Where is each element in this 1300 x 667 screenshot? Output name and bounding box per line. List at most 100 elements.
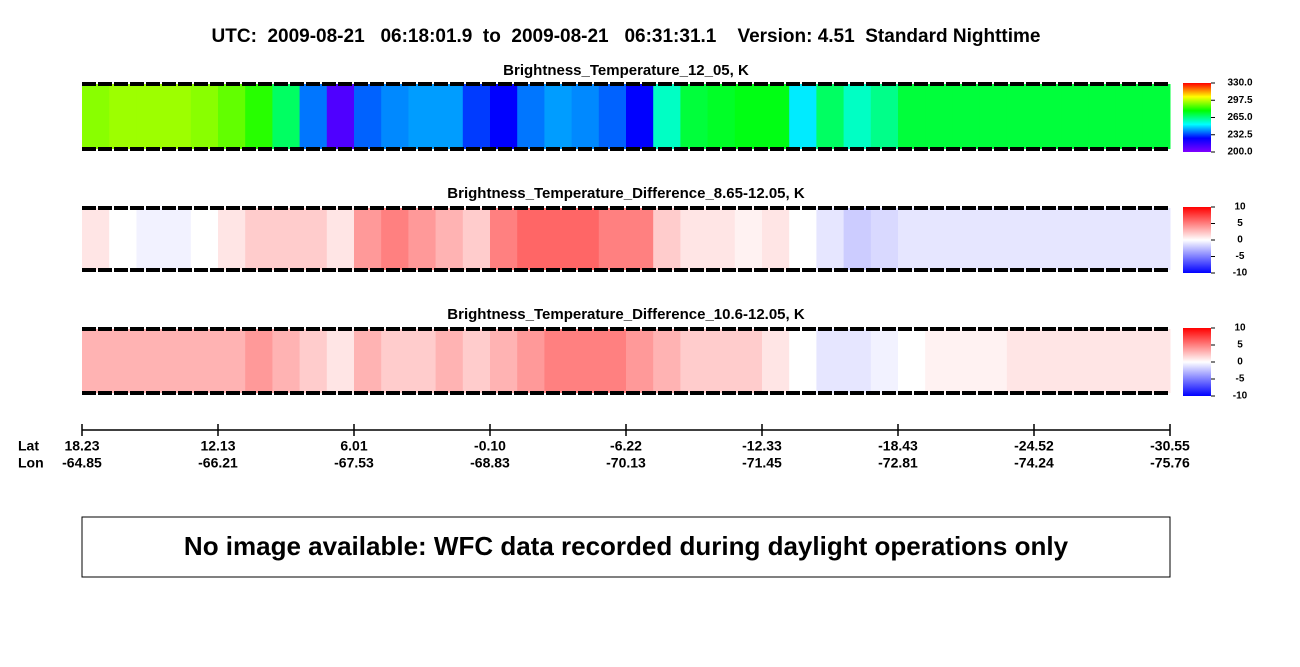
lat-tick-label: -24.52	[1014, 438, 1054, 454]
heatmap-cell	[816, 84, 845, 149]
notice: No image available: WFC data recorded du…	[184, 531, 1069, 561]
lon-tick-label: -72.81	[878, 455, 918, 471]
heatmap-cell	[408, 208, 437, 270]
heatmap-cell	[1061, 329, 1089, 393]
heatmap-cell	[163, 84, 192, 149]
heatmap-cell	[462, 329, 491, 393]
panel-title: Brightness_Temperature_Difference_8.65-1…	[447, 185, 805, 202]
lat-tick-label: 6.01	[340, 438, 367, 454]
heatmap-cell	[598, 329, 627, 393]
heatmap-cell	[272, 84, 301, 149]
lat-tick-label: -30.55	[1150, 438, 1190, 454]
colorbar-tick-label: 232.5	[1227, 129, 1252, 140]
colorbar-tick-label: 10	[1234, 202, 1246, 213]
heatmap-cell	[1088, 84, 1117, 149]
heatmap-cell	[789, 329, 817, 393]
lon-tick-label: -70.13	[606, 455, 646, 471]
heatmap-cell	[163, 208, 192, 270]
heatmap-cell	[680, 84, 709, 149]
lon-tick-label: -67.53	[334, 455, 374, 471]
heatmap-cell	[517, 84, 545, 149]
heatmap-cell	[245, 208, 273, 270]
colorbar-tick-label: 5	[1237, 218, 1243, 229]
colorbar-tick-label: -10	[1233, 268, 1248, 279]
heatmap-cell	[326, 329, 355, 393]
colorbar-tick-label: 265.0	[1227, 112, 1252, 123]
heatmap-cell	[789, 84, 817, 149]
heatmap-cell	[1142, 208, 1171, 270]
heatmap-cell	[762, 84, 790, 149]
heatmap-cell	[762, 329, 790, 393]
heatmap-cell	[734, 208, 763, 270]
lon-label: Lon	[18, 455, 44, 471]
heatmap-cell	[272, 208, 301, 270]
lat-tick-label: -12.33	[742, 438, 782, 454]
heatmap-cell	[734, 329, 763, 393]
heatmap-cell	[1034, 329, 1062, 393]
lon-tick-label: -66.21	[198, 455, 238, 471]
heatmap-cell	[190, 208, 219, 270]
colorbar-tick-label: 0	[1237, 235, 1243, 246]
heatmap-cell	[109, 329, 137, 393]
lon-tick-label: -75.76	[1150, 455, 1190, 471]
lon-tick-label: -68.83	[470, 455, 510, 471]
heatmap-cell	[843, 208, 872, 270]
colorbar-tick-label: -5	[1236, 374, 1245, 385]
lat-tick-label: -6.22	[610, 438, 642, 454]
heatmap-cell	[653, 329, 681, 393]
heatmap-cell	[1006, 329, 1035, 393]
heatmap-cell	[843, 84, 872, 149]
heatmap-cell	[762, 208, 790, 270]
heatmap-cell	[925, 84, 953, 149]
heatmap-cell	[435, 84, 464, 149]
heatmap-cell	[1061, 208, 1089, 270]
heatmap-cell	[82, 84, 110, 149]
heatmap-cell	[979, 84, 1008, 149]
heatmap-cell	[82, 208, 110, 270]
heatmap-cell	[381, 208, 409, 270]
heatmap-cell	[680, 208, 709, 270]
colorbar-tick-label: -10	[1233, 391, 1248, 402]
heatmap-cell	[571, 329, 600, 393]
heatmap-cell	[789, 208, 817, 270]
heatmap-cell	[381, 329, 409, 393]
heatmap-cell	[870, 84, 899, 149]
heatmap-cell	[925, 208, 953, 270]
heatmap-cell	[299, 84, 328, 149]
heatmap-cell	[299, 329, 328, 393]
colorbar-tick-label: 200.0	[1227, 147, 1252, 158]
heatmap-cell	[598, 84, 627, 149]
heatmap-cell	[218, 329, 246, 393]
heatmap-cell	[707, 84, 736, 149]
heatmap-cell	[653, 84, 681, 149]
lon-tick-label: -71.45	[742, 455, 782, 471]
colorbar-tick-label: 297.5	[1227, 95, 1252, 106]
lat-tick-label: 12.13	[200, 438, 235, 454]
heatmap-cell	[734, 84, 763, 149]
heatmap-cell	[1142, 84, 1171, 149]
lon-tick-label: -64.85	[62, 455, 102, 471]
heatmap-cell	[245, 329, 273, 393]
heatmap-cell	[898, 84, 926, 149]
colorbar-tick-label: -5	[1236, 251, 1245, 262]
heatmap-cell	[490, 329, 518, 393]
heatmap-cell	[218, 208, 246, 270]
heatmap-cell	[925, 329, 953, 393]
colorbar-tick-label: 0	[1237, 357, 1243, 368]
heatmap-cell	[653, 208, 681, 270]
lat-tick-label: -18.43	[878, 438, 918, 454]
heatmap-cell	[82, 329, 110, 393]
heatmap-cell	[626, 329, 654, 393]
heatmap-cell	[870, 208, 899, 270]
heatmap-cell	[1034, 84, 1062, 149]
heatmap-cell	[707, 329, 736, 393]
heatmap-cell	[190, 329, 219, 393]
lon-tick-label: -74.24	[1014, 455, 1054, 471]
heatmap-cell	[109, 208, 137, 270]
heatmap-cell	[1115, 329, 1144, 393]
heatmap-cell	[680, 329, 709, 393]
heatmap-cell	[1006, 84, 1035, 149]
heatmap-cell	[109, 84, 137, 149]
heatmap-cell	[299, 208, 328, 270]
